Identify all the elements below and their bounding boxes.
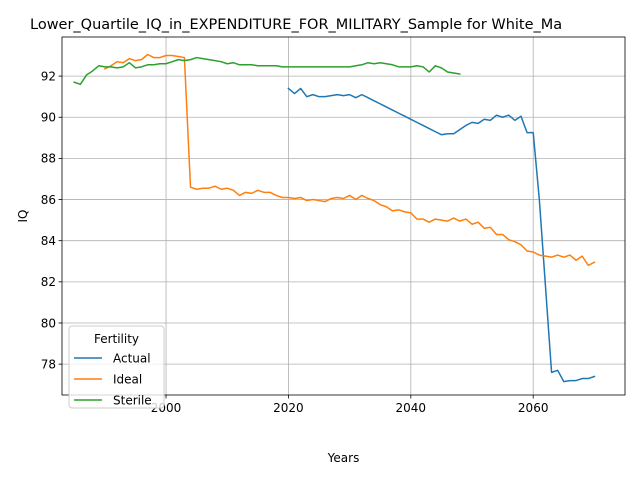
y-tick-label: 80	[41, 316, 56, 330]
y-tick-label: 78	[41, 357, 56, 371]
legend-label-ideal: Ideal	[113, 373, 142, 387]
y-tick-label: 88	[41, 152, 56, 166]
x-tick-label: 2040	[396, 401, 427, 415]
legend: Fertility Actual Ideal Sterile	[68, 325, 165, 409]
y-tick-label: 86	[41, 193, 56, 207]
x-axis-label: Years	[327, 451, 360, 465]
series-line-actual	[287, 87, 596, 383]
legend-label-actual: Actual	[113, 352, 151, 366]
legend-title: Fertility	[94, 332, 139, 346]
y-tick-label: 90	[41, 111, 56, 125]
y-tick-label: 92	[41, 69, 56, 83]
y-axis-label: IQ	[16, 210, 30, 223]
y-tick-label: 84	[41, 234, 56, 248]
x-tick-label: 2060	[518, 401, 549, 415]
grid-lines	[62, 37, 625, 395]
plot-frame	[61, 36, 626, 396]
legend-label-sterile: Sterile	[113, 394, 152, 408]
series-lines	[73, 53, 596, 383]
series-line-ideal	[103, 53, 596, 267]
y-tick-label: 82	[41, 275, 56, 289]
legend-box	[68, 325, 165, 409]
series-line-sterile	[73, 56, 461, 86]
x-tick-label: 2020	[273, 401, 304, 415]
chart-title: Lower_Quartile_IQ_in_EXPENDITURE_FOR_MIL…	[30, 17, 562, 33]
